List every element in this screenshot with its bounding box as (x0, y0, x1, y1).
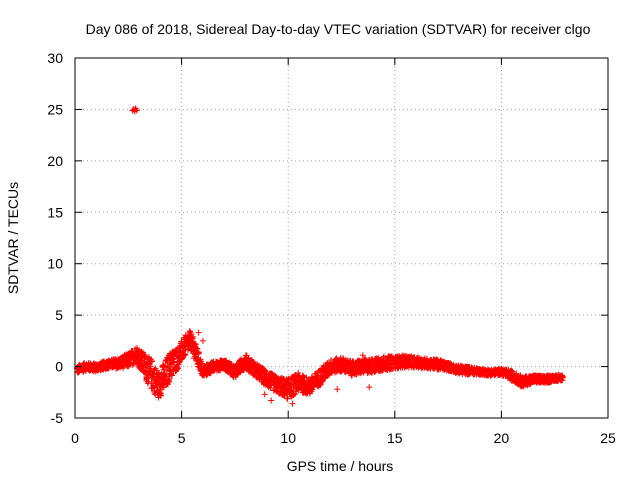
data-point (148, 358, 155, 365)
data-point (142, 353, 149, 360)
data-point (366, 384, 373, 391)
x-tick-label: 0 (71, 430, 79, 446)
axis-ticks (74, 57, 609, 419)
data-point (162, 372, 169, 379)
tick-labels: 0 5 10 15 20 25 -5 0 5 10 15 20 25 30 (47, 50, 616, 446)
data-point (318, 379, 325, 386)
data-point (559, 373, 566, 380)
data-point (267, 384, 274, 391)
y-tick-label: 15 (47, 204, 63, 220)
data-point (169, 372, 176, 379)
data-point (174, 364, 181, 371)
data-point (261, 391, 268, 398)
y-tick-label: 5 (55, 307, 63, 323)
data-point (195, 329, 202, 336)
data-point (182, 350, 189, 357)
data-point (138, 348, 145, 355)
data-point (243, 352, 250, 359)
y-tick-label: 10 (47, 256, 63, 272)
data-point (284, 395, 291, 402)
data-point (289, 400, 296, 407)
data-point (132, 106, 139, 113)
x-tick-label: 20 (494, 430, 510, 446)
data-point (292, 390, 299, 397)
y-tick-label: 30 (47, 50, 63, 66)
data-points (74, 105, 566, 407)
data-point (194, 345, 201, 352)
data-point (195, 349, 202, 356)
data-point (166, 378, 173, 385)
plot-frame (74, 57, 609, 419)
data-point (199, 337, 206, 344)
data-point (334, 386, 341, 393)
x-tick-label: 10 (280, 430, 296, 446)
data-point (157, 390, 164, 397)
data-point (300, 374, 307, 381)
data-point (357, 370, 364, 377)
data-point (300, 373, 307, 380)
x-tick-label: 5 (178, 430, 186, 446)
y-tick-label: -5 (51, 410, 64, 426)
x-axis-label: GPS time / hours (287, 458, 394, 474)
chart-title: Day 086 of 2018, Sidereal Day-to-day VTE… (86, 21, 591, 37)
data-point (359, 352, 366, 359)
y-axis-label: SDTVAR / TECUs (5, 182, 21, 294)
x-tick-label: 25 (600, 430, 616, 446)
data-point (190, 333, 197, 340)
data-point (168, 371, 175, 378)
y-tick-label: 0 (55, 359, 63, 375)
data-point (268, 397, 275, 404)
y-tick-label: 25 (47, 101, 63, 117)
y-tick-label: 20 (47, 153, 63, 169)
x-tick-label: 15 (387, 430, 403, 446)
